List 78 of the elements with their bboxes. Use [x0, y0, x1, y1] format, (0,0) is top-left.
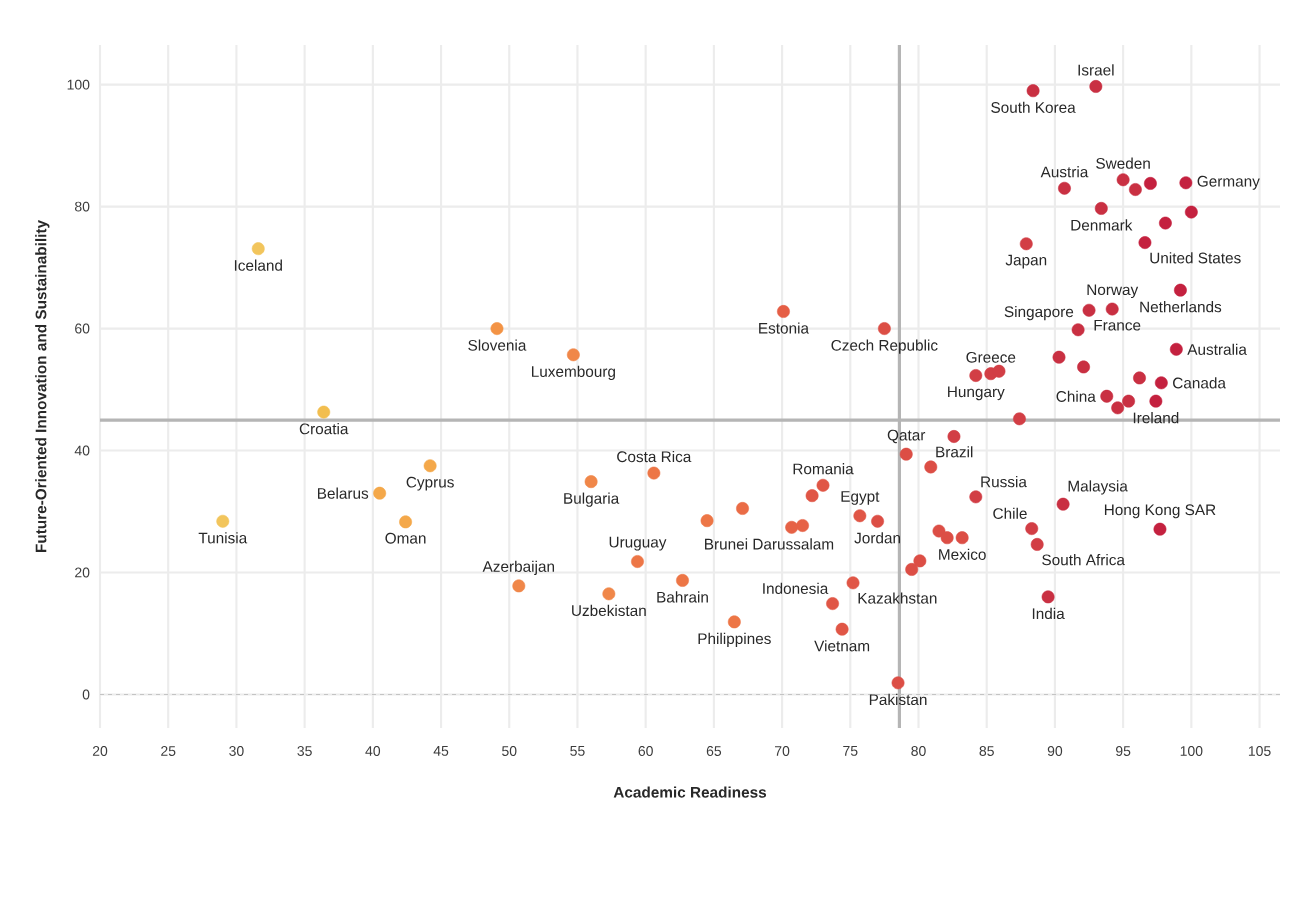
- annotation: Uzbekistan: [572, 604, 646, 617]
- x-tick-label: 85: [979, 746, 994, 756]
- x-tick-label: 75: [843, 746, 858, 756]
- x-tick-label: 100: [1180, 746, 1203, 756]
- annotation: Australia: [1187, 343, 1247, 355]
- y-tick-label: 20: [75, 567, 90, 578]
- x-tick-label: 80: [911, 746, 926, 756]
- annotation: Chile: [993, 507, 1027, 519]
- x-tick-label: 35: [297, 746, 312, 756]
- annotation: China: [1056, 390, 1096, 402]
- x-tick-label: 25: [161, 746, 176, 756]
- annotation: Qatar: [887, 429, 926, 444]
- x-tick-label: 20: [92, 746, 108, 756]
- annotation: Germany: [1197, 175, 1260, 190]
- annotation: Ireland: [1133, 412, 1179, 424]
- x-tick-label: 105: [1248, 746, 1271, 756]
- x-tick-label: 40: [365, 746, 381, 756]
- annotation: Oman: [385, 532, 426, 544]
- y-tick-label: 100: [67, 79, 90, 90]
- y-axis-title: Future-Oriented Innovation and Sustainability: [35, 220, 50, 553]
- y-tick-label: 80: [74, 201, 90, 212]
- annotation: Azerbaijan: [482, 560, 555, 575]
- annotation: Brunei Darussalam: [705, 538, 834, 550]
- annotation: Bulgaria: [564, 492, 620, 507]
- annotation: Brazil: [936, 446, 973, 458]
- annotation: Russia: [981, 476, 1027, 488]
- annotation: Hong Kong SAR: [1104, 504, 1216, 519]
- annotation: India: [1032, 607, 1065, 620]
- x-tick-label: 95: [1115, 746, 1131, 756]
- annotation: Croatia: [299, 423, 349, 435]
- annotation: Austria: [1040, 166, 1089, 178]
- annotation: Egypt: [841, 491, 880, 505]
- annotation: Romania: [793, 463, 854, 475]
- annotation: Malaysia: [1068, 480, 1128, 495]
- annotation: Cyprus: [406, 476, 454, 491]
- x-tick-label: 65: [706, 746, 722, 756]
- y-tick-label: 0: [82, 689, 90, 700]
- annotation: Greece: [966, 351, 1016, 363]
- x-tick-label: 60: [638, 746, 653, 756]
- annotation: Czech Republic: [831, 339, 938, 354]
- y-tick-label: 40: [74, 445, 90, 456]
- annotation: United States: [1150, 252, 1241, 264]
- annotation: Uruguay: [609, 536, 667, 551]
- annotation: Mexico: [939, 548, 986, 560]
- x-tick-label: 45: [433, 746, 449, 756]
- annotation: Singapore: [1004, 305, 1074, 321]
- annotation: Norway: [1087, 284, 1139, 299]
- x-tick-label: 30: [229, 746, 244, 756]
- x-tick-label: 70: [775, 746, 790, 756]
- annotation: Canada: [1173, 377, 1226, 389]
- annotation: Sweden: [1096, 157, 1150, 169]
- annotation: France: [1094, 319, 1141, 331]
- annotation: Hungary: [948, 386, 1005, 401]
- y-tick-label: 60: [75, 323, 90, 334]
- annotation: Iceland: [234, 259, 282, 271]
- annotation: Philippines: [698, 632, 771, 648]
- annotation: Tunisia: [198, 532, 248, 544]
- annotation: Luxembourg: [532, 365, 615, 381]
- annotation: Japan: [1005, 254, 1047, 269]
- annotation: Vietnam: [814, 640, 870, 652]
- annotation: Kazakhstan: [858, 592, 937, 604]
- annotation: South Korea: [991, 101, 1076, 113]
- annotation: Pakistan: [869, 693, 927, 706]
- annotation: Costa Rica: [617, 450, 692, 463]
- annotation: Netherlands: [1140, 301, 1222, 313]
- x-tick-label: 55: [570, 746, 585, 756]
- x-tick-label: 50: [502, 746, 517, 756]
- annotation: Estonia: [759, 322, 810, 334]
- annotation: Slovenia: [468, 339, 527, 351]
- x-axis-title: Academic Readiness: [613, 786, 767, 798]
- annotation: Israel: [1078, 64, 1114, 76]
- annotation: Denmark: [1071, 219, 1133, 231]
- x-tick-label: 90: [1047, 746, 1063, 756]
- annotation: South Africa: [1042, 554, 1125, 566]
- annotation: Jordan: [854, 532, 901, 544]
- annotation: Indonesia: [763, 582, 829, 594]
- annotation: Belarus: [317, 487, 369, 499]
- annotation: Bahrain: [657, 591, 708, 603]
